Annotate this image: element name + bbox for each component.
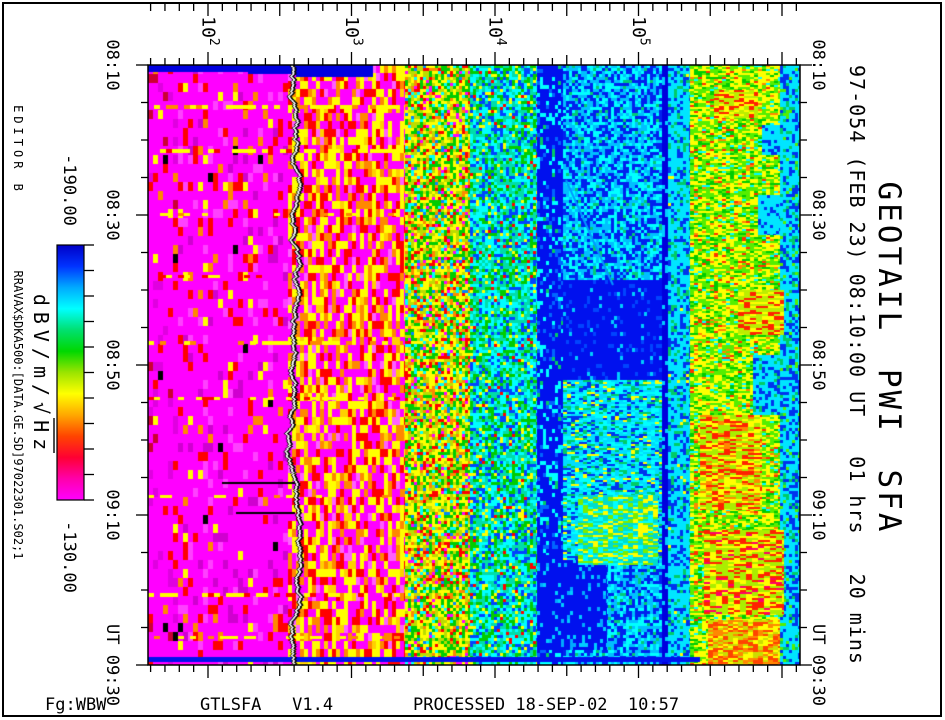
colorbar-gradient-bar bbox=[56, 244, 85, 501]
freq-tick-label: 102 bbox=[198, 16, 222, 46]
editor-label: EDITOR B bbox=[11, 105, 25, 195]
plot-subtitle: 97-054 (FEB 23) 08:10:00 UT 01 hrs 20 mi… bbox=[845, 65, 869, 665]
time-tick-label: 09:10 bbox=[102, 489, 122, 540]
colorbar-max-label: -190.00 bbox=[59, 154, 79, 226]
time-tick-label: 09:10 bbox=[808, 489, 828, 540]
freq-tick-label: 103 bbox=[341, 16, 365, 46]
time-tick-label: 08:50 bbox=[102, 339, 122, 390]
time-axis-labels-left: 08:10 08:30 08:50 09:10 UT 09:30 bbox=[102, 39, 122, 706]
footer-program-label: GTLSFA V1.4 bbox=[200, 695, 333, 715]
freq-tick-label: 105 bbox=[628, 16, 652, 46]
footer-figure-label: Fg:WBW bbox=[45, 695, 107, 715]
colorbar: -190.00 -130.00 dBV/m/√Hz bbox=[29, 154, 94, 593]
plot-title: GEOTAIL PWI SFA bbox=[871, 182, 907, 535]
frequency-axis-ticks bbox=[149, 4, 797, 678]
spectrogram-canvas bbox=[148, 65, 800, 665]
time-tick-label: 08:30 bbox=[102, 189, 122, 240]
frequency-axis-labels: 102 103 104 105 bbox=[198, 16, 653, 46]
time-tick-label: 08:30 bbox=[808, 189, 828, 240]
colorbar-unit-label: dBV/m/√Hz bbox=[29, 294, 53, 456]
time-tick-label: 08:50 bbox=[808, 339, 828, 390]
spectrogram-border bbox=[147, 64, 801, 666]
freq-tick-label: 104 bbox=[485, 16, 509, 46]
time-tick-label: 08:10 bbox=[102, 39, 122, 90]
time-tick-label: UT 09:30 bbox=[808, 624, 828, 706]
time-tick-label: 08:10 bbox=[808, 39, 828, 90]
time-axis-ticks bbox=[136, 64, 812, 666]
file-id-label: RRAVAX$DKA500:[DATA.GE.SD]97022301.S02;1 bbox=[11, 271, 25, 560]
colorbar-min-label: -130.00 bbox=[59, 521, 79, 593]
colorbar-ticks bbox=[84, 244, 94, 501]
footer-processed-label: PROCESSED 18-SEP-02 10:57 bbox=[413, 695, 679, 715]
time-tick-label: UT 09:30 bbox=[102, 624, 122, 706]
time-axis-labels-right: 08:10 08:30 08:50 09:10 UT 09:30 bbox=[808, 39, 828, 706]
